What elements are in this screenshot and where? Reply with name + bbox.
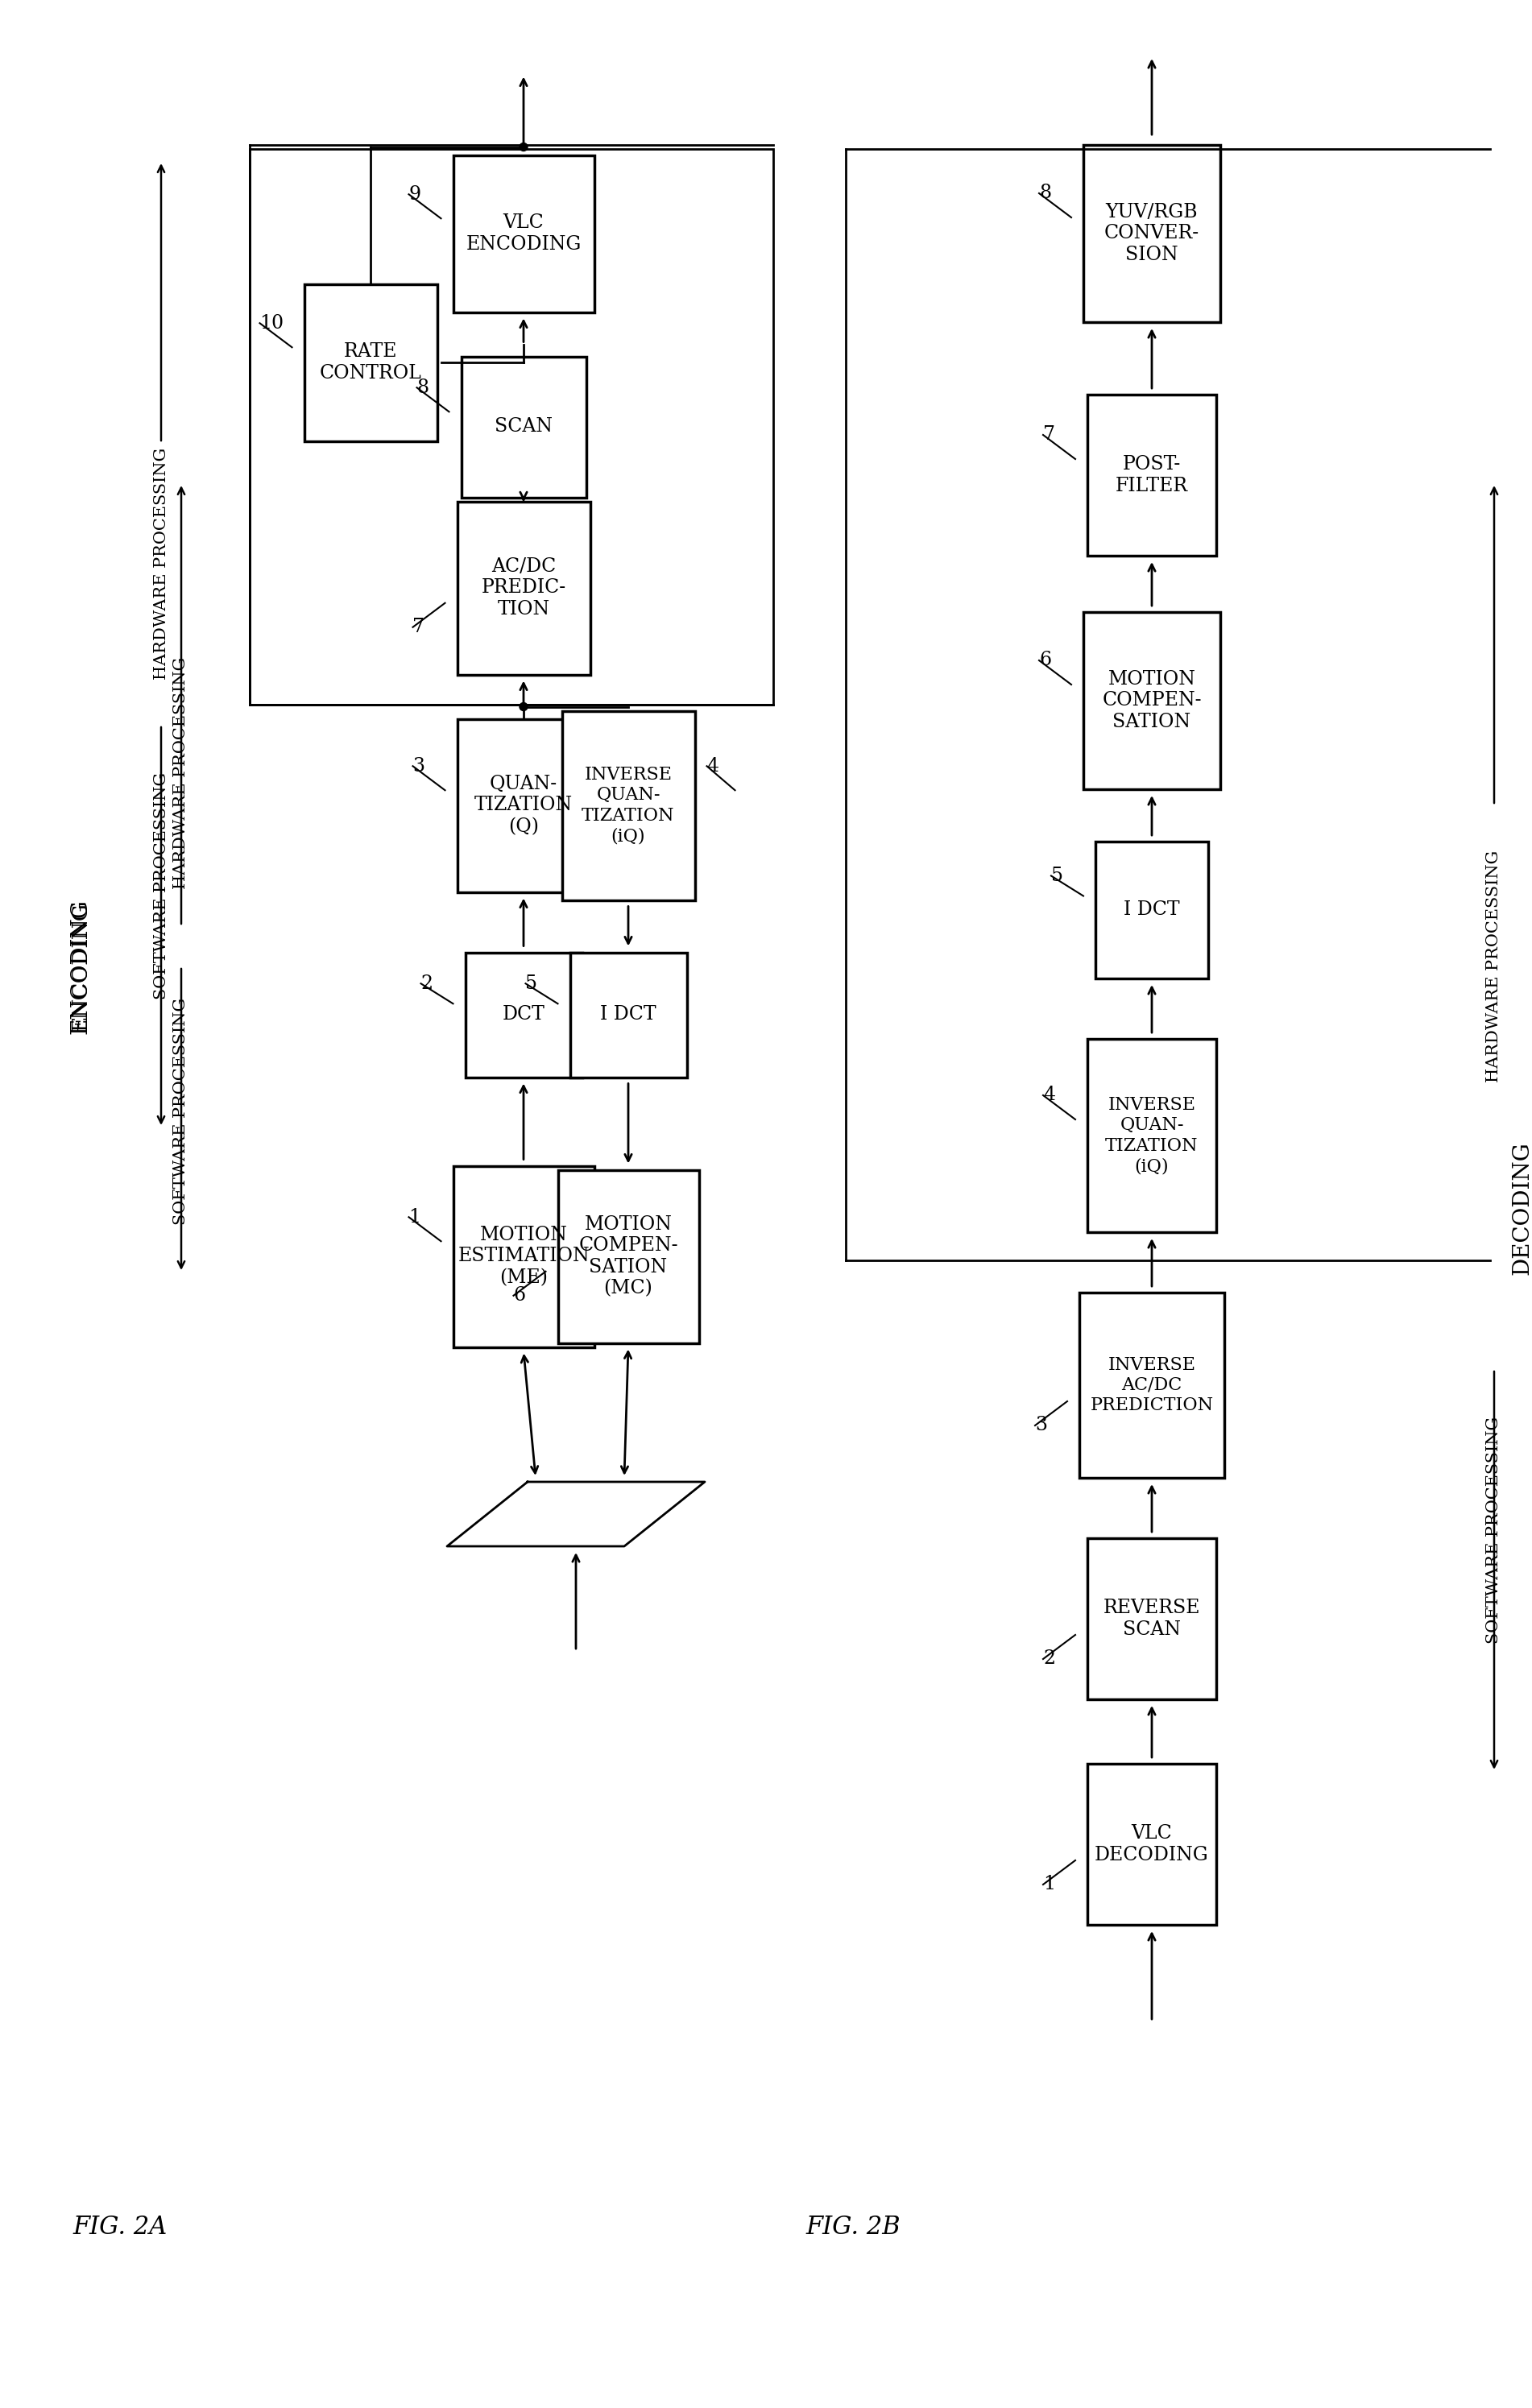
Text: HARDWARE PROCESSING: HARDWARE PROCESSING — [153, 448, 169, 679]
FancyBboxPatch shape — [1088, 1038, 1216, 1233]
FancyBboxPatch shape — [1088, 1763, 1216, 1924]
Text: ENCODING: ENCODING — [70, 903, 90, 1031]
Text: SOFTWARE PROCESSING: SOFTWARE PROCESSING — [173, 997, 188, 1226]
Text: RATE
CONTROL: RATE CONTROL — [319, 342, 421, 383]
Text: 5: 5 — [525, 975, 538, 992]
Text: VLC
DECODING: VLC DECODING — [1095, 1825, 1209, 1864]
Circle shape — [519, 703, 527, 710]
FancyBboxPatch shape — [1080, 1293, 1224, 1479]
Text: REVERSE
SCAN: REVERSE SCAN — [1103, 1599, 1201, 1640]
FancyBboxPatch shape — [570, 951, 686, 1076]
Text: 7: 7 — [412, 619, 424, 636]
Text: 7: 7 — [1043, 426, 1056, 443]
Text: SCAN: SCAN — [495, 417, 553, 436]
Text: 4: 4 — [1043, 1086, 1056, 1105]
FancyBboxPatch shape — [466, 951, 582, 1076]
Text: YUV/RGB
CONVER-
SION: YUV/RGB CONVER- SION — [1105, 202, 1200, 265]
Text: 5: 5 — [1051, 867, 1063, 886]
Text: ENCODING: ENCODING — [69, 898, 92, 1033]
Text: 3: 3 — [1036, 1416, 1046, 1435]
FancyBboxPatch shape — [1095, 840, 1209, 978]
Text: MOTION
COMPEN-
SATION
(MC): MOTION COMPEN- SATION (MC) — [579, 1216, 679, 1298]
Text: 2: 2 — [1043, 1649, 1056, 1669]
Text: 4: 4 — [706, 756, 719, 775]
Text: QUAN-
TIZATION
(Q): QUAN- TIZATION (Q) — [475, 775, 573, 836]
Circle shape — [519, 142, 527, 152]
Text: 8: 8 — [1039, 183, 1051, 202]
Text: 8: 8 — [417, 378, 429, 397]
Text: VLC
ENCODING: VLC ENCODING — [466, 214, 581, 253]
FancyBboxPatch shape — [461, 356, 585, 498]
Text: I DCT: I DCT — [601, 1007, 656, 1023]
Text: AC/DC
PREDIC-
TION: AC/DC PREDIC- TION — [481, 556, 565, 619]
FancyBboxPatch shape — [1088, 395, 1216, 556]
Text: HARDWARE PROCESSING: HARDWARE PROCESSING — [173, 657, 188, 889]
Text: FIG. 2A: FIG. 2A — [72, 2215, 167, 2239]
Text: 3: 3 — [412, 756, 424, 775]
Text: SOFTWARE PROCESSING: SOFTWARE PROCESSING — [1486, 1416, 1501, 1645]
FancyBboxPatch shape — [1083, 144, 1221, 323]
Text: 6: 6 — [1039, 650, 1051, 669]
FancyBboxPatch shape — [1088, 1539, 1216, 1700]
Text: I DCT: I DCT — [1124, 901, 1180, 920]
Text: FIG. 2B: FIG. 2B — [806, 2215, 901, 2239]
Text: 2: 2 — [421, 975, 434, 992]
Text: 6: 6 — [513, 1286, 525, 1305]
FancyBboxPatch shape — [457, 718, 590, 891]
Text: 9: 9 — [409, 185, 421, 205]
FancyBboxPatch shape — [562, 710, 694, 901]
Text: INVERSE
QUAN-
TIZATION
(iQ): INVERSE QUAN- TIZATION (iQ) — [582, 766, 674, 845]
Text: HARDWARE PROCESSING: HARDWARE PROCESSING — [1486, 850, 1501, 1084]
FancyBboxPatch shape — [453, 154, 594, 313]
Text: POST-
FILTER: POST- FILTER — [1115, 455, 1189, 496]
Text: MOTION
COMPEN-
SATION: MOTION COMPEN- SATION — [1102, 669, 1201, 732]
Text: SOFTWARE PROCESSING: SOFTWARE PROCESSING — [153, 773, 169, 999]
FancyBboxPatch shape — [453, 1165, 594, 1346]
FancyBboxPatch shape — [457, 501, 590, 674]
Text: INVERSE
QUAN-
TIZATION
(iQ): INVERSE QUAN- TIZATION (iQ) — [1105, 1096, 1198, 1175]
Text: DCT: DCT — [502, 1007, 545, 1023]
FancyBboxPatch shape — [558, 1170, 699, 1344]
Text: 10: 10 — [260, 313, 283, 332]
Text: MOTION
ESTIMATION
(ME): MOTION ESTIMATION (ME) — [458, 1226, 590, 1286]
FancyBboxPatch shape — [1083, 612, 1221, 790]
Text: 1: 1 — [1043, 1876, 1056, 1893]
FancyBboxPatch shape — [303, 284, 437, 441]
Text: 1: 1 — [409, 1209, 421, 1226]
Text: DECODING: DECODING — [1512, 1141, 1532, 1274]
Text: INVERSE
AC/DC
PREDICTION: INVERSE AC/DC PREDICTION — [1091, 1356, 1213, 1413]
